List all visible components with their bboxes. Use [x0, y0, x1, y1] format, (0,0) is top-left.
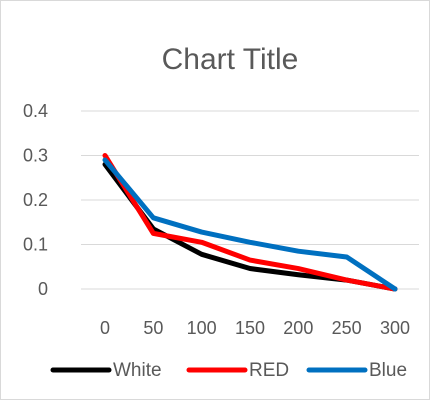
series-line-red — [102, 153, 398, 292]
legend-label-red: RED — [249, 360, 289, 381]
chart-area: Chart Title 0 0.1 0.2 0.3 0.4 0 50 100 150 200 25… — [0, 0, 430, 400]
chart-title: Chart Title — [162, 43, 299, 76]
x-axis-ticks: 0 50 100 150 200 250 300 — [100, 318, 410, 338]
legend: White RED Blue — [50, 360, 407, 381]
x-tick-label: 50 — [143, 318, 163, 338]
x-tick-label: 250 — [332, 318, 362, 338]
x-tick-label: 200 — [283, 318, 313, 338]
y-tick-label: 0 — [38, 279, 48, 299]
series-line-blue — [102, 157, 398, 292]
series-lines — [102, 153, 398, 292]
y-tick-label: 0.1 — [23, 235, 48, 255]
line-chart: Chart Title 0 0.1 0.2 0.3 0.4 0 50 100 150 200 25… — [23, 43, 419, 381]
y-tick-label: 0.4 — [23, 101, 48, 121]
y-tick-label: 0.2 — [23, 190, 48, 210]
y-tick-label: 0.3 — [23, 146, 48, 166]
x-tick-label: 100 — [187, 318, 217, 338]
x-tick-label: 150 — [235, 318, 265, 338]
y-axis-ticks: 0 0.1 0.2 0.3 0.4 — [23, 101, 48, 299]
x-tick-label: 0 — [100, 318, 110, 338]
legend-label-white: White — [113, 360, 162, 381]
legend-label-blue: Blue — [369, 360, 407, 381]
x-tick-label: 300 — [380, 318, 410, 338]
